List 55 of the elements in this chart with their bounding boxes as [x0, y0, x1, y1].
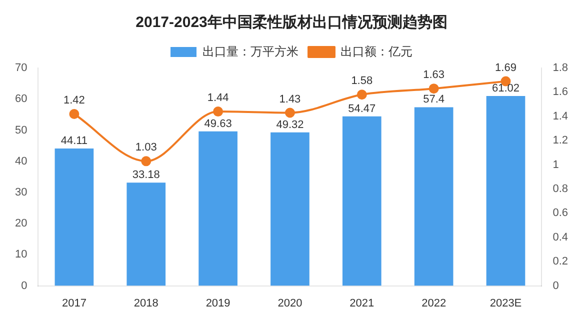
y2-tick-label: 1 — [552, 158, 559, 171]
x-tick-label: 2020 — [278, 297, 302, 310]
y-tick-label: 60 — [14, 93, 28, 106]
data-label: 1.42 — [63, 94, 85, 107]
y-tick-label: 20 — [14, 218, 28, 230]
y2-tick-label: 1.8 — [552, 62, 568, 74]
data-label: 1.63 — [423, 69, 445, 82]
legend-label: 出口量：万平方米 — [202, 44, 298, 58]
bar — [270, 132, 310, 286]
data-label: 1.69 — [495, 62, 516, 74]
x-tick-label: 2023E — [490, 297, 522, 310]
data-label: 49.63 — [204, 118, 232, 130]
x-tick-label: 2022 — [422, 297, 446, 310]
point — [356, 90, 367, 100]
point — [213, 106, 224, 117]
y-tick-label: 30 — [14, 186, 28, 198]
y-tick-label: 0 — [21, 280, 28, 292]
data-label: 54.47 — [348, 102, 376, 115]
data-label: 1.03 — [135, 142, 157, 154]
y-tick-label: 70 — [14, 62, 28, 74]
bar — [126, 182, 166, 286]
x-tick-label: 2018 — [134, 297, 158, 310]
y2-tick-label: 0.4 — [552, 231, 568, 244]
y-tick-label: 40 — [14, 155, 28, 168]
data-label: 44.11 — [60, 135, 88, 148]
y2-tick-label: 1.4 — [552, 110, 568, 122]
data-label: 1.58 — [351, 75, 373, 88]
y2-tick-label: 0 — [552, 280, 559, 292]
y2-tick-label: 0.2 — [552, 256, 568, 268]
point — [428, 84, 439, 94]
bar — [54, 148, 94, 286]
data-label: 49.32 — [276, 118, 304, 131]
data-label: 1.44 — [207, 92, 229, 104]
bar — [198, 131, 238, 286]
y2-tick-label: 0.6 — [552, 207, 568, 220]
y2-tick-label: 1.6 — [552, 86, 568, 98]
y2-tick-label: 0.8 — [552, 183, 568, 196]
point — [284, 108, 295, 118]
x-tick-label: 2021 — [350, 297, 374, 310]
x-tick-label: 2019 — [206, 297, 230, 310]
x-tick-label: 2017 — [62, 297, 86, 310]
y2-tick-label: 1.2 — [552, 134, 568, 147]
data-label: 61.02 — [492, 82, 520, 94]
y-tick-label: 10 — [14, 248, 28, 261]
bar — [414, 107, 454, 286]
data-label: 33.18 — [132, 169, 160, 182]
legend-label: 出口额：亿元 — [340, 44, 412, 58]
y-tick-label: 50 — [14, 124, 28, 136]
bar — [342, 116, 382, 286]
point — [69, 108, 80, 119]
data-label: 1.43 — [279, 93, 301, 106]
chart-title: 2017-2023年中国柔性版材出口情况预测趋势图 — [136, 14, 448, 32]
point — [141, 156, 152, 166]
data-label: 57.4 — [423, 94, 445, 106]
bar — [486, 96, 526, 286]
